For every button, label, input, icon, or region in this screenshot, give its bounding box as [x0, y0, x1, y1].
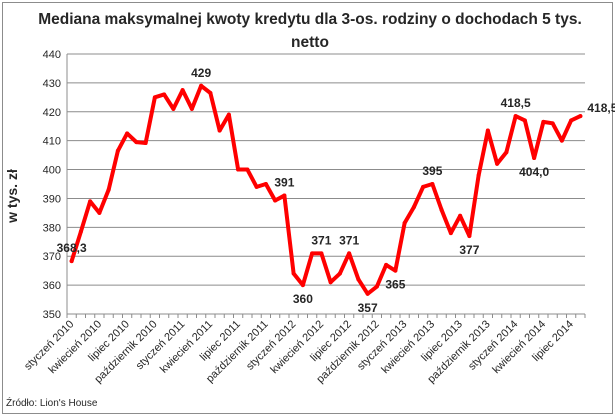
data-point — [495, 161, 500, 166]
data-point — [476, 173, 481, 178]
data-point — [365, 291, 370, 296]
data-point — [356, 277, 361, 282]
data-point — [263, 182, 268, 186]
data-point — [532, 156, 537, 160]
data-point — [134, 140, 139, 145]
chart-title: Mediana maksymalnej kwoty kredytu dla 3-… — [38, 11, 582, 51]
data-point — [273, 198, 278, 203]
data-point — [337, 271, 342, 276]
data-label: 391 — [274, 176, 294, 190]
data-point — [411, 205, 416, 210]
data-point — [180, 88, 185, 93]
source-note: Źródło: Lion's House — [6, 398, 98, 409]
data-point — [467, 234, 472, 238]
data-point — [236, 167, 241, 172]
data-point — [69, 259, 74, 264]
data-point — [384, 262, 389, 267]
data-point — [347, 251, 352, 256]
data-point — [282, 193, 287, 198]
data-point — [578, 114, 583, 119]
data-point — [374, 284, 379, 289]
data-point — [125, 131, 130, 136]
data-point — [319, 251, 324, 256]
data-label: 365 — [385, 278, 405, 292]
data-point — [310, 251, 315, 256]
data-point — [226, 112, 231, 117]
data-point — [439, 208, 444, 212]
data-label: 395 — [422, 164, 442, 178]
data-label: 368,3 — [57, 241, 87, 255]
y-tick-label: 350 — [43, 309, 61, 321]
data-point — [402, 221, 407, 225]
data-point — [448, 231, 453, 236]
data-point — [541, 119, 546, 124]
y-tick-label: 440 — [43, 49, 61, 61]
data-point — [430, 182, 435, 186]
data-point — [78, 229, 83, 234]
y-tick-label: 380 — [43, 222, 61, 234]
data-point — [300, 283, 305, 288]
data-point — [254, 184, 259, 189]
data-point — [513, 114, 518, 119]
data-point — [97, 210, 102, 215]
data-label: 371 — [311, 233, 331, 247]
y-tick-label: 370 — [43, 251, 61, 263]
data-point — [171, 106, 176, 111]
data-point — [143, 140, 148, 145]
data-point — [550, 121, 555, 126]
data-point — [208, 91, 213, 95]
data-point — [504, 150, 509, 155]
y-tick-label: 430 — [43, 78, 61, 90]
series-line — [69, 83, 583, 296]
data-point — [291, 271, 296, 276]
data-point — [569, 118, 574, 123]
y-tick-label: 360 — [43, 280, 61, 292]
data-label: 357 — [358, 301, 378, 315]
y-tick-label: 400 — [43, 165, 61, 177]
data-point — [393, 268, 398, 273]
data-label: 377 — [459, 243, 479, 257]
data-point — [217, 128, 222, 133]
data-label: 418,5 — [501, 96, 531, 110]
data-point — [189, 106, 194, 111]
data-label: 360 — [293, 292, 313, 306]
data-point — [199, 83, 204, 88]
data-point — [522, 118, 527, 123]
data-label: 429 — [191, 66, 211, 80]
data-point — [115, 148, 120, 153]
y-tick-label: 420 — [43, 107, 61, 119]
data-point — [88, 199, 93, 204]
data-point — [458, 213, 463, 218]
data-label: 371 — [339, 233, 359, 247]
data-point — [328, 280, 333, 285]
data-point — [245, 167, 250, 172]
data-label: 418,5 — [587, 101, 615, 115]
data-point — [421, 184, 426, 189]
data-point — [152, 95, 157, 100]
data-point — [485, 128, 490, 133]
data-label: 404,0 — [519, 165, 549, 179]
data-point — [106, 187, 111, 192]
data-point — [162, 92, 167, 97]
y-tick-label: 390 — [43, 193, 61, 205]
data-point — [559, 138, 564, 143]
y-tick-label: 410 — [43, 136, 61, 148]
